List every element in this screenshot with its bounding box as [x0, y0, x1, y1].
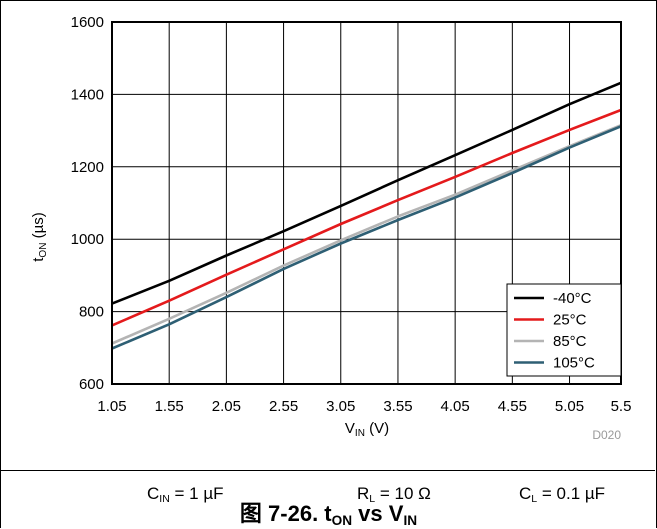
y-tick-label: 1000 — [71, 231, 104, 248]
figure-code: D020 — [592, 428, 621, 442]
cl-condition: CL = 0.1 µF — [519, 484, 606, 506]
x-axis-label: VIN (V) — [345, 420, 389, 439]
x-tick-label: 4.55 — [498, 398, 527, 415]
tick-labels: 1.05 1.55 2.05 2.55 3.05 3.55 4.05 4.55 5.05 5.5 6… — [71, 14, 632, 415]
rl-condition: RL = 10 Ω — [357, 484, 431, 506]
series-line-1 — [111, 108, 622, 327]
legend-label: -40°C — [553, 290, 592, 307]
y-tick-label: 1400 — [71, 86, 104, 103]
chart-frame — [0, 470, 655, 471]
y-tick-label: 1200 — [71, 159, 104, 176]
legend: -40°C 25°C 85°C 105°C — [506, 283, 622, 377]
legend-label: 105°C — [553, 355, 595, 372]
cin-condition: CIN = 1 µF — [147, 484, 224, 506]
x-tick-label: 1.55 — [155, 398, 184, 415]
chart: 1.05 1.55 2.05 2.55 3.05 3.55 4.05 4.55 5.05 5.5 6… — [30, 14, 632, 442]
y-tick-label: 600 — [79, 376, 104, 393]
series-line-0 — [111, 81, 622, 305]
series-line-2 — [111, 123, 622, 345]
legend-box — [506, 283, 622, 377]
x-tick-label: 5.05 — [555, 398, 584, 415]
x-tick-label: 3.05 — [326, 398, 355, 415]
legend-label: 85°C — [553, 333, 587, 350]
x-tick-label: 5.5 — [611, 398, 632, 415]
x-tick-label: 2.55 — [269, 398, 298, 415]
series-line-3 — [111, 125, 622, 350]
y-axis-label: tON (µs) — [30, 212, 49, 261]
plot-border — [111, 21, 622, 385]
series-lines — [111, 81, 622, 350]
axes — [111, 21, 622, 385]
x-tick-label: 1.05 — [97, 398, 126, 415]
figure-caption: 图 7-26. tON vs VIN — [239, 501, 418, 529]
legend-label: 25°C — [553, 312, 587, 329]
x-tick-label: 3.55 — [383, 398, 412, 415]
y-tick-label: 1600 — [71, 14, 104, 31]
y-tick-label: 800 — [79, 304, 104, 321]
x-tick-label: 2.05 — [212, 398, 241, 415]
x-tick-label: 4.05 — [441, 398, 470, 415]
